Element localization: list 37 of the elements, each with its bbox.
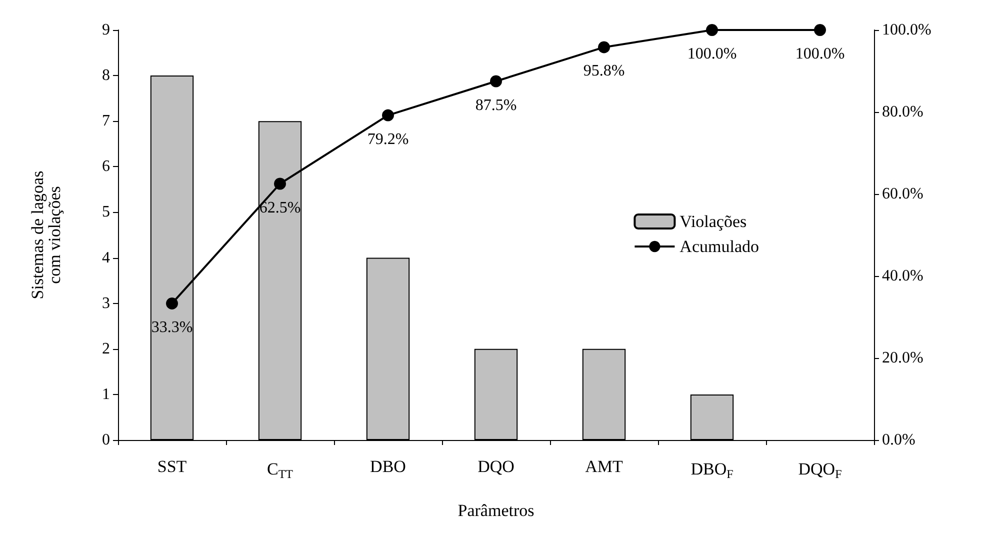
x-tick-label: DBO (370, 457, 406, 476)
point (490, 75, 502, 88)
data-label: 100.0% (687, 46, 737, 62)
data-label: 87.5% (475, 96, 517, 114)
y-tick-label: 5 (102, 204, 110, 221)
y2-tick-label: 20.0% (882, 350, 924, 366)
y-tick-label: 4 (102, 249, 110, 266)
y-tick-label: 2 (102, 340, 110, 358)
y-tick-label: 8 (102, 67, 110, 84)
point (274, 178, 286, 190)
y-tick-label: 9 (102, 22, 110, 38)
y-tick-label: 6 (102, 158, 110, 176)
point (814, 24, 826, 36)
y-axis-title: Sistemas de lagoas com violações (28, 170, 64, 300)
point (166, 297, 178, 310)
x-tick-label: DQO (478, 457, 514, 476)
x-tick-label: AMT (585, 457, 624, 476)
data-label: 33.3% (151, 318, 193, 336)
y2-tick-label: 100.0% (882, 22, 932, 38)
y2-tick-label: 80.0% (882, 104, 924, 120)
legend-label: Violações (680, 212, 747, 231)
y2-tick-label: 0.0% (882, 432, 916, 448)
y2-tick-label: 40.0% (882, 268, 924, 284)
y-tick-label: 7 (102, 112, 110, 130)
point (598, 41, 610, 54)
y-tick-label: 1 (102, 386, 110, 403)
point (706, 24, 718, 36)
x-axis-title: Parâmetros (458, 501, 534, 520)
y2-tick-label: 60.0% (882, 186, 924, 202)
legend-label: Acumulado (680, 237, 760, 256)
x-tick-label: SST (157, 457, 188, 476)
data-label: 100.0% (795, 46, 845, 62)
point (382, 109, 394, 122)
y-tick-label: 0 (102, 432, 110, 448)
data-label: 95.8% (583, 62, 625, 80)
y-tick-label: 3 (102, 294, 110, 312)
data-label: 79.2% (367, 130, 409, 148)
